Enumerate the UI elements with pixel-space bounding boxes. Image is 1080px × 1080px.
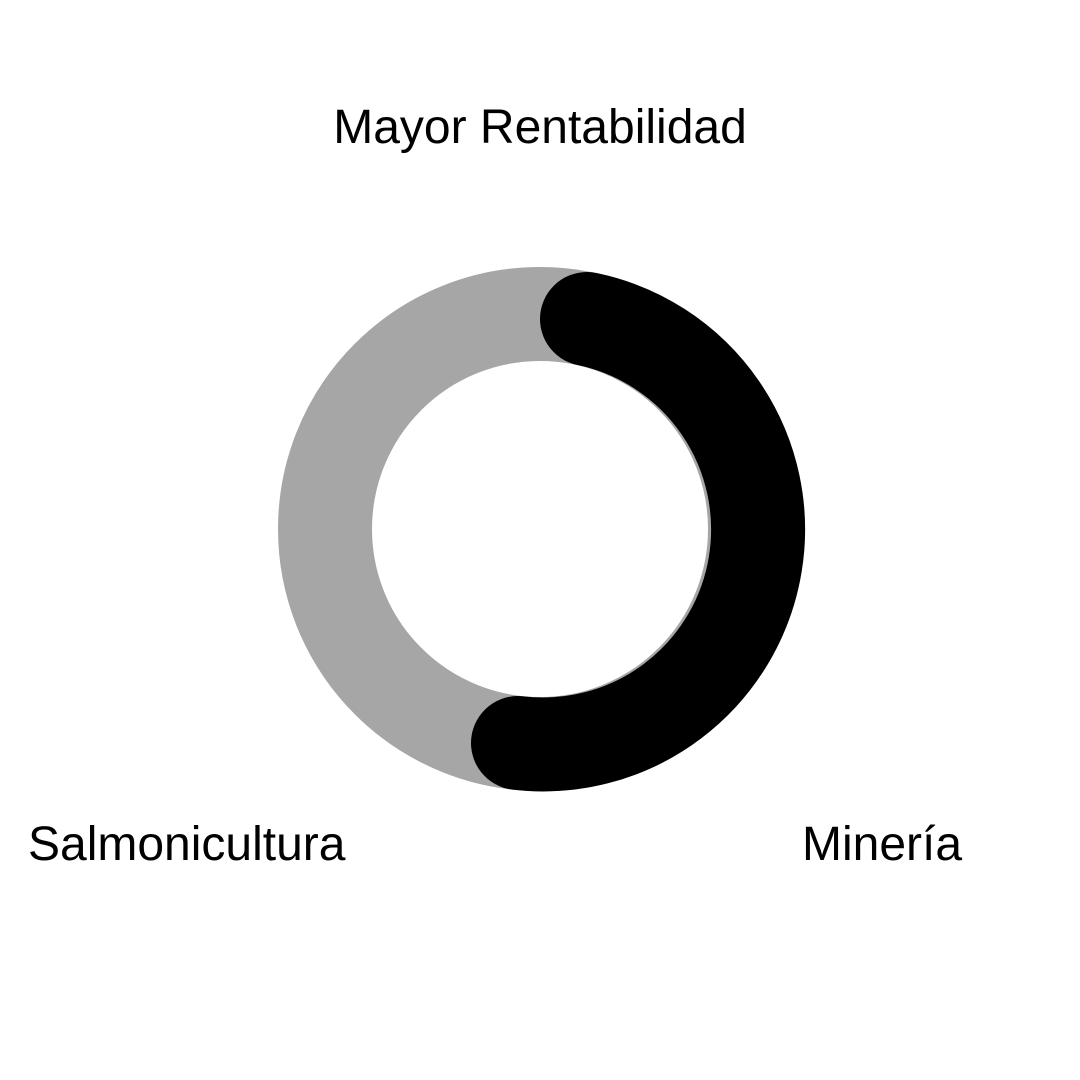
diagram-title: Mayor Rentabilidad bbox=[333, 101, 747, 154]
label-salmonicultura: Salmonicultura bbox=[28, 818, 346, 871]
ring-highlight-arc bbox=[471, 272, 806, 792]
label-mineria: Minería bbox=[802, 818, 963, 871]
